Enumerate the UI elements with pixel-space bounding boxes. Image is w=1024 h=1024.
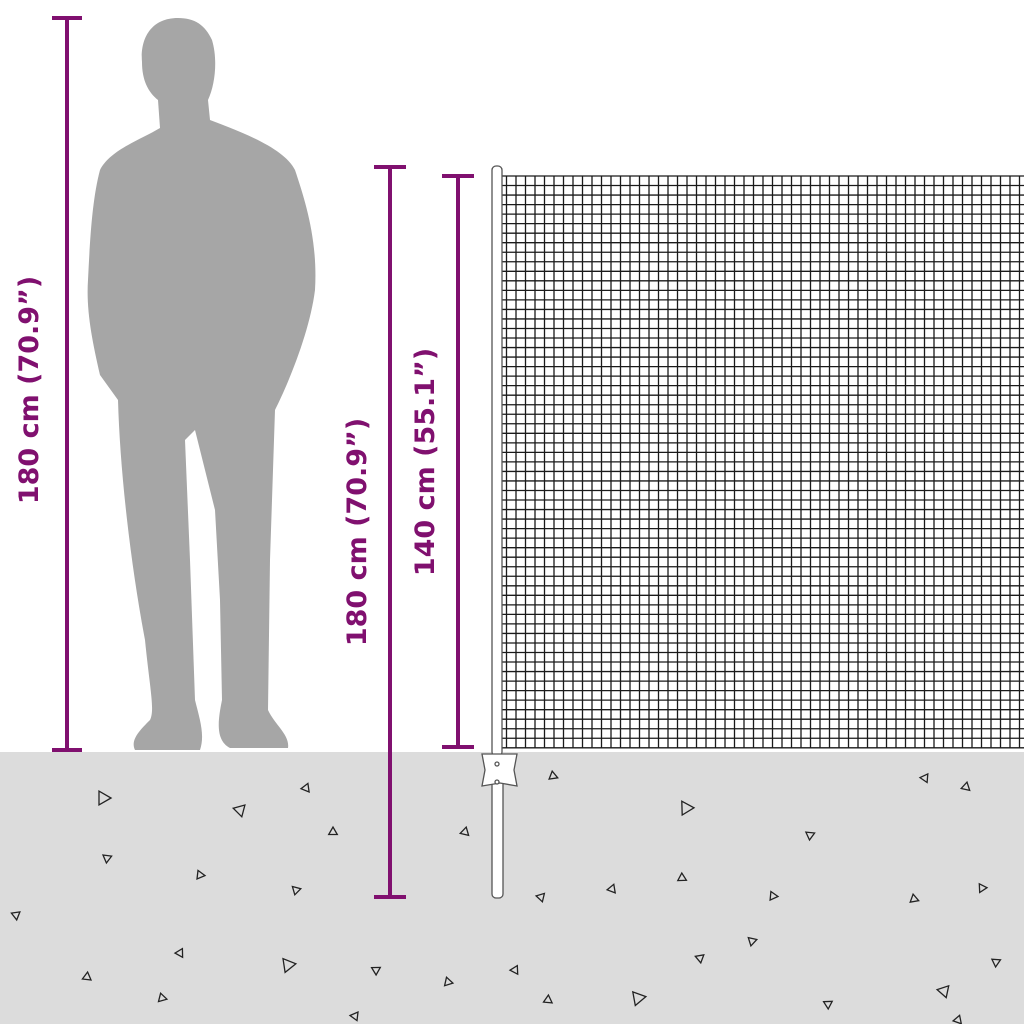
- stone-mark: [458, 825, 470, 837]
- stone-mark: [676, 871, 688, 882]
- stone-mark: [231, 804, 246, 819]
- stone-mark: [370, 966, 382, 977]
- stone-mark: [508, 964, 519, 976]
- stone-mark: [196, 869, 207, 881]
- stone-mark: [918, 772, 929, 784]
- stone-mark: [694, 953, 705, 965]
- stone-mark: [769, 890, 780, 902]
- fence-post: [481, 165, 518, 899]
- stone-mark: [282, 957, 298, 974]
- stone-mark: [978, 882, 989, 894]
- stone-mark: [101, 854, 113, 865]
- stone-mark: [348, 1010, 359, 1022]
- stone-mark: [548, 769, 559, 780]
- stone-mark: [157, 991, 169, 1003]
- stone-mark: [951, 1014, 963, 1024]
- stone-mark: [935, 984, 950, 999]
- ground: [0, 752, 1024, 1024]
- stone-mark: [98, 789, 113, 807]
- person-height-label: 180 cm (70.9”): [14, 276, 45, 504]
- stone-mark: [291, 885, 303, 897]
- person-silhouette: [87, 18, 316, 750]
- stone-mark: [631, 990, 648, 1007]
- stone-mark: [990, 958, 1002, 969]
- stone-mark: [822, 1000, 834, 1011]
- stone-mark: [173, 947, 184, 959]
- post-length-label: 180 cm (70.9”): [342, 418, 373, 646]
- stone-mark: [299, 782, 310, 794]
- stone-mark: [909, 892, 920, 904]
- stone-mark: [327, 825, 339, 836]
- stone-mark: [605, 883, 617, 894]
- stone-mark: [534, 892, 546, 904]
- stone-mark: [747, 936, 759, 948]
- fence-net-mesh: [496, 175, 1024, 749]
- ground-stones: [10, 769, 1002, 1024]
- stone-mark: [804, 831, 816, 842]
- net-height-label: 140 cm (55.1”): [410, 348, 441, 576]
- stone-mark: [542, 993, 554, 1004]
- stone-mark: [81, 970, 93, 981]
- stone-mark: [681, 800, 696, 817]
- stone-mark: [10, 911, 21, 922]
- stone-mark: [959, 780, 971, 792]
- stone-mark: [443, 975, 455, 987]
